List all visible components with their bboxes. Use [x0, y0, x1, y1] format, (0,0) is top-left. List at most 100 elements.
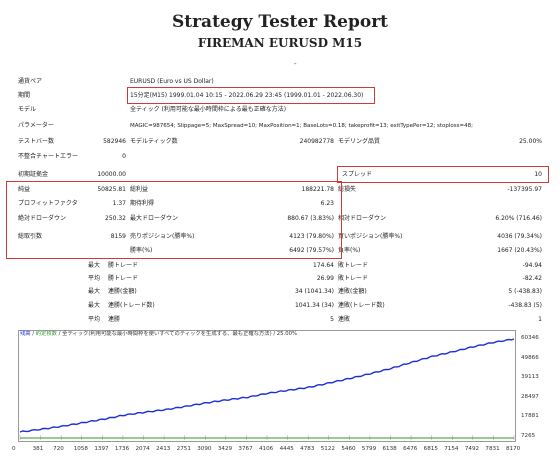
errors-label: 不整合チャートエラー	[18, 153, 78, 160]
deposit-label: 初期証拠金	[18, 171, 49, 178]
spread-value: 10	[534, 171, 542, 178]
y-tick-label: 49866	[521, 354, 539, 361]
quality-value: 25.00%	[519, 138, 542, 145]
lower-row-label: 勝トレード	[108, 262, 139, 269]
profit-factor-label: プロフィットファクタ	[18, 200, 78, 207]
x-tick-label: 381	[32, 446, 44, 452]
model-value: 全ティック (利用可能な最小時間枠による最も正確な方法)	[130, 106, 287, 113]
lower-row-value: 1041.34 (34)	[294, 302, 334, 309]
symbol-label: 通貨ペア	[18, 78, 43, 85]
lower-row-label-2: 連敗(金額)	[338, 288, 367, 295]
gross-profit-label: 総利益	[130, 186, 149, 193]
legend-balance: 残高	[20, 331, 31, 337]
lower-row-label-2: 敗トレード	[338, 262, 369, 269]
x-tick-label: 3090	[197, 446, 212, 452]
lower-row-label: 勝トレード	[108, 275, 139, 282]
max-drawdown-label: 最大ドローダウン	[130, 215, 179, 222]
deposit-value: 10000.00	[97, 171, 126, 178]
period-value: 15分足(M15) 1999.01.04 10:15 - 2022.06.29 …	[130, 92, 364, 99]
x-tick-label: 5799	[361, 446, 377, 452]
y-tick-label: 28497	[521, 393, 539, 400]
x-tick-label: 4106	[259, 446, 274, 452]
x-tick-label: 4783	[300, 446, 315, 452]
lower-row-label-2: 連敗	[338, 316, 351, 323]
lower-row-value-2: -82.42	[522, 275, 542, 282]
bars-label: テストバー数	[18, 138, 55, 145]
x-tick-label: 720	[53, 446, 64, 452]
x-tick-label: 1736	[114, 446, 130, 452]
separator-dash: -	[294, 60, 297, 68]
x-tick-label: 4445	[279, 446, 294, 452]
lower-row-label: 連勝(金額)	[108, 288, 137, 295]
model-label: モデル	[18, 106, 37, 113]
short-positions-value: 4123 (79.80%)	[289, 233, 334, 240]
period-label: 期間	[18, 92, 31, 99]
lower-row-qualifier: 平均	[88, 316, 101, 323]
y-tick-label: 39113	[521, 374, 539, 381]
x-tick-label: 6138	[382, 446, 397, 452]
errors-value: 0	[122, 153, 126, 160]
relative-drawdown-value: 6.20% (716.46)	[495, 215, 542, 222]
legend-separator-1: /	[32, 331, 35, 337]
lower-row-qualifier: 最大	[88, 302, 101, 309]
report-title: Strategy Tester Report	[171, 12, 389, 32]
gross-loss-label: 総損失	[338, 186, 357, 193]
chart-legend: 残高 / 約定枚数 / 全ティック(利用可能な最小時間枠を使いすべてのティックを…	[20, 331, 297, 338]
ticks-label: モデルティック数	[130, 138, 178, 145]
x-tick-label: 6815	[423, 446, 438, 452]
x-tick-label: 5122	[320, 446, 335, 452]
lower-row-value-2: -438.83 (5)	[508, 302, 542, 309]
lower-row-label-2: 敗トレード	[338, 275, 369, 282]
lower-row-value-2: 5 (-438.83)	[508, 288, 542, 295]
expected-payoff-value: 6.23	[320, 200, 334, 207]
ticks-value: 240982778	[299, 138, 334, 145]
net-profit-value: 50825.81	[97, 186, 126, 193]
legend-separator-2: /	[58, 331, 61, 337]
stats-highlight-box	[6, 181, 342, 259]
balance-chart	[18, 330, 516, 442]
absolute-drawdown-value: 250.32	[105, 215, 126, 222]
x-tick-label: 2751	[176, 446, 191, 452]
x-tick-label: 8170	[506, 446, 521, 452]
lower-row-value: 174.64	[313, 262, 334, 269]
x-tick-label: 7154	[444, 446, 459, 452]
absolute-drawdown-label: 絶対ドローダウン	[18, 215, 67, 222]
x-tick-label: 5460	[341, 446, 356, 452]
legend-text: 全ティック(利用可能な最小時間枠を使いすべてのティックを生成する、最も正確な方法…	[62, 331, 298, 337]
lossrate-value: 1667 (20.43%)	[497, 247, 542, 254]
symbol-value: EURUSD (Euro vs US Dollar)	[130, 78, 214, 85]
x-tick-label: 6476	[403, 446, 418, 452]
winrate-value: 6492 (79.57%)	[289, 247, 334, 254]
spread-label: スプレッド	[342, 171, 373, 178]
lower-row-label: 連勝(トレード数)	[108, 302, 155, 309]
long-positions-value: 4036 (79.34%)	[497, 233, 542, 240]
total-trades-value: 8159	[110, 233, 126, 240]
lower-row-value: 26.99	[316, 275, 334, 282]
y-tick-label: 17881	[521, 413, 539, 420]
lower-row-value: 5	[330, 316, 334, 323]
x-tick-label: 3429	[217, 446, 233, 452]
lower-row-qualifier: 最大	[88, 262, 101, 269]
x-tick-label: 3767	[238, 446, 253, 452]
short-positions-label: 売りポジション(勝率%)	[130, 233, 195, 240]
params-value: MAGIC=987654; Slippage=5; MaxSpread=10; …	[130, 123, 473, 129]
gross-loss-value: -137395.97	[507, 186, 542, 193]
quality-label: モデリング品質	[338, 138, 381, 145]
y-tick-label: 60346	[521, 335, 539, 341]
lower-row-value-2: 1	[538, 316, 542, 323]
x-tick-label: 2074	[135, 446, 150, 452]
net-profit-label: 純益	[18, 186, 31, 193]
bars-value: 582946	[103, 138, 126, 145]
params-label: パラメーター	[18, 122, 54, 129]
y-tick-label: 7265	[521, 433, 536, 439]
gross-profit-value: 188221.78	[301, 186, 334, 193]
lower-row-qualifier: 最大	[88, 288, 101, 295]
balance-chart-svg	[19, 338, 515, 440]
x-tick-label: 2413	[156, 446, 171, 452]
expected-payoff-label: 期待利得	[130, 200, 155, 207]
total-trades-label: 総取引数	[18, 233, 43, 240]
x-tick-label: 1397	[94, 446, 109, 452]
legend-lots: 約定枚数	[35, 331, 57, 337]
period-highlight-box	[127, 87, 375, 104]
x-tick-label: 0	[12, 446, 16, 452]
